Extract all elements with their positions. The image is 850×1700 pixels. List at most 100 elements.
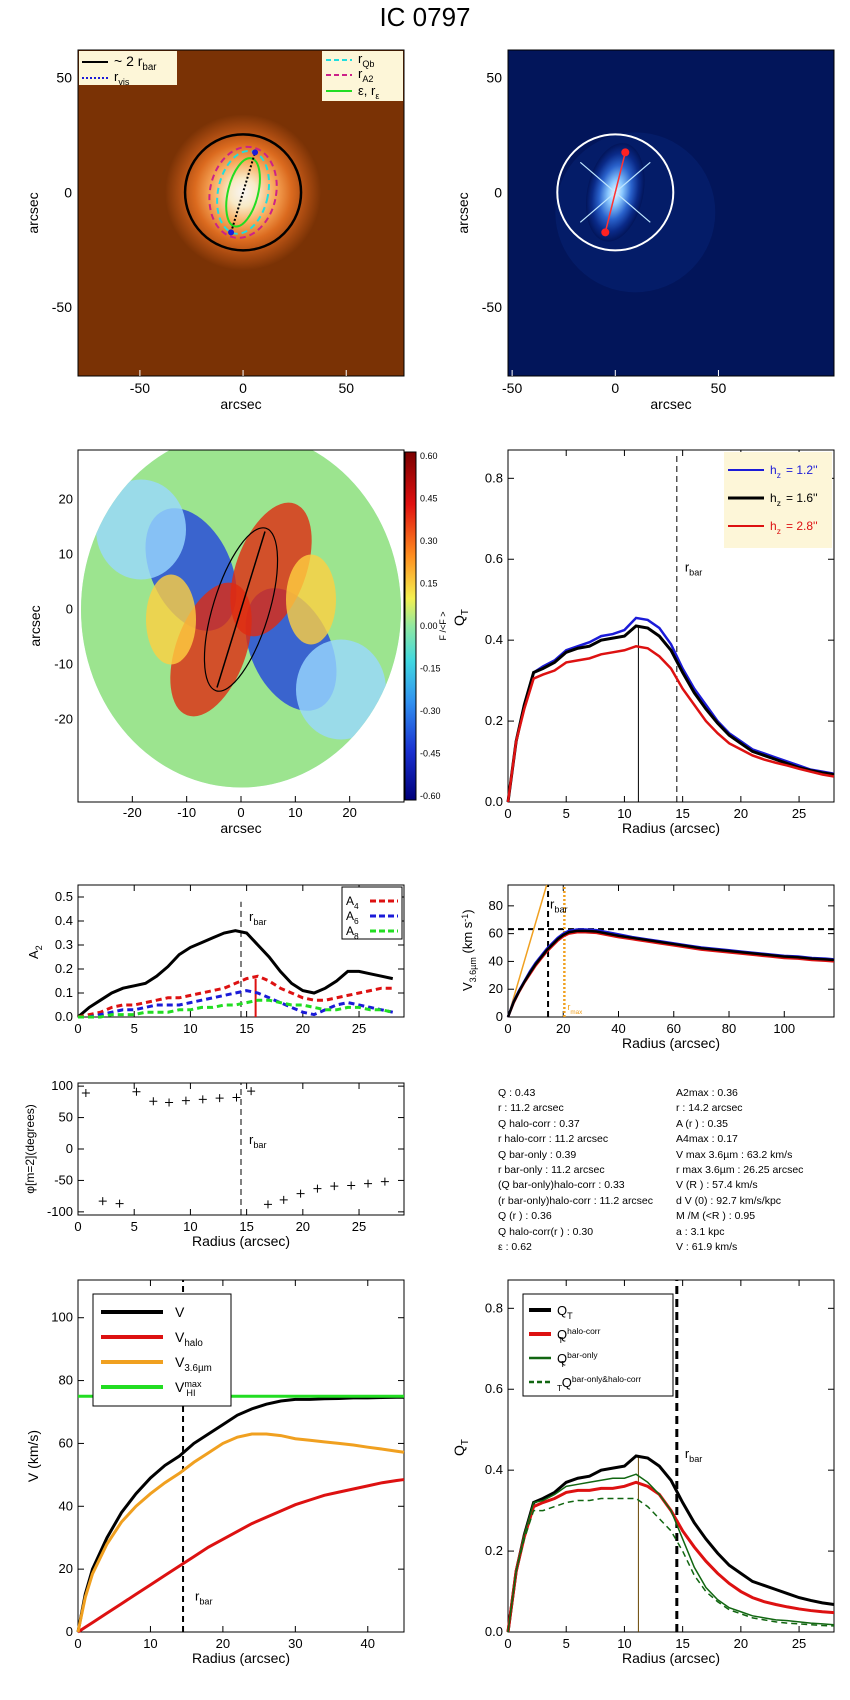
a2-legend-text: A4 — [346, 894, 359, 911]
rc-legend-text: V3.6µm — [175, 1354, 212, 1374]
legend-rqb-text: rQb — [358, 51, 374, 69]
qt_corr-axes: 0 5 10 15 20 25 0.0 0.2 0.4 0.6 0.8 Radius (arcsec) — [485, 1279, 835, 1666]
rc-series-V — [76, 1395, 404, 1633]
fm-ytick-label: 10 — [59, 547, 73, 562]
fourier-xtick-label: 15 — [239, 1021, 253, 1036]
rotcurve-xtick-label: 10 — [143, 1636, 157, 1651]
a2-series-A8 — [78, 998, 394, 1019]
colorbar-tick-label: -0.60 — [420, 791, 441, 801]
colorbar-tick-label: 0.15 — [420, 579, 438, 589]
colorbar-tick-label: -0.15 — [420, 664, 441, 674]
param-v-ropt: V (R ) : 57.4 km/s — [676, 1179, 758, 1192]
colorbar-tick-label: 0.30 — [420, 536, 438, 546]
qt_corr-ytick-label: 0.2 — [485, 1543, 503, 1558]
qt_hz-axes: 0 5 10 15 20 25 0.0 0.2 0.4 0.6 0.8 Radius (arcsec) — [485, 449, 835, 836]
v36-frame — [507, 884, 835, 1018]
v36-ytick-label: 80 — [489, 898, 503, 913]
phase-axes: 0 5 10 15 20 25 100 50 0 -50 -100 Radius (arcsec) — [47, 1078, 405, 1249]
rotcurve-frame — [77, 1279, 405, 1633]
phase-ytick-label: 0 — [66, 1141, 73, 1156]
a2-series-A2 — [77, 929, 394, 1019]
qt_corr-xtick-label: 0 — [504, 1636, 511, 1651]
qt_corr-xtick-label: 10 — [617, 1636, 631, 1651]
colorbar-tick-label: -0.45 — [420, 749, 441, 759]
forcemap-group — [81, 450, 401, 788]
a2-series-A4 — [77, 974, 393, 1019]
v36-xtick-label: 40 — [611, 1021, 625, 1036]
fourier-ytick-label: 0.4 — [55, 913, 73, 928]
ir-xtick-label: 50 — [711, 380, 727, 396]
phase-point — [198, 1095, 207, 1104]
rc-legend-text: V — [175, 1304, 185, 1320]
il-xlabel: arcsec — [220, 396, 261, 412]
phase-point — [247, 1087, 256, 1096]
qt_hz-xtick-label: 5 — [563, 806, 570, 821]
qt_corr-ytick-label: 0.8 — [485, 1300, 503, 1315]
colorbar-label: F /<F > — [438, 611, 448, 640]
qt-legend-value: = 1.6'' — [786, 491, 818, 505]
colorbar — [404, 451, 417, 801]
qc-legend-text: Qhalo-corr T — [557, 1326, 601, 1345]
fm-ytick-label: -10 — [54, 657, 73, 672]
param-qb-bar: Q bar-only : 0.39 — [498, 1148, 577, 1161]
qt_corr-xtick-label: 15 — [675, 1636, 689, 1651]
fm-ylabel: arcsec — [27, 605, 43, 646]
phase-point — [181, 1096, 190, 1105]
qt-legend-bg — [724, 452, 832, 548]
v-ylabel: V3.6µm (km s-1) — [460, 909, 478, 991]
qt_hz-ytick-label: 0.6 — [485, 551, 503, 566]
phase-ytick-label: -50 — [54, 1172, 73, 1187]
phase-ytick-label: 100 — [51, 1078, 73, 1093]
qt_corr-ytick-label: 0.0 — [485, 1624, 503, 1639]
param-eps: ε : 0.62 — [498, 1241, 532, 1254]
qc-legend-text: Qbar-only&halo-corr T — [557, 1374, 641, 1393]
rvis-line — [230, 152, 257, 233]
v36-xtick-label: 60 — [667, 1021, 681, 1036]
forcemap-lobe — [96, 479, 186, 580]
qt_corr-xlabel: Radius (arcsec) — [622, 1650, 720, 1666]
qt-legend-text: hz — [770, 491, 781, 508]
ir-xlabel: arcsec — [650, 396, 691, 412]
v-rbar-label: rbar — [550, 897, 568, 915]
phase-xtick-label: 25 — [352, 1219, 366, 1234]
eps-ellipse — [225, 157, 261, 228]
param-mhmstar: M /M (<R ) : 0.95 — [676, 1210, 756, 1223]
qt_hz-xtick-label: 25 — [792, 806, 806, 821]
qt_hz-ytick-label: 0.8 — [485, 470, 503, 485]
fourier-xtick-label: 25 — [352, 1021, 366, 1036]
qc-ylabel: QT — [451, 1439, 471, 1456]
legend-ra2-text: rA2 — [358, 66, 373, 84]
red-bar-line — [604, 152, 627, 233]
phase-point — [165, 1098, 174, 1107]
v36-xtick-label: 80 — [722, 1021, 736, 1036]
rotcurve-ytick-label: 0 — [66, 1624, 73, 1639]
legend-eps-text: ε, rε — [358, 83, 379, 101]
v-series-2 — [506, 929, 835, 1018]
legend-rvis-text: rvis — [114, 69, 130, 87]
param-qt-halo-rbar: Q halo-corr(r ) : 0.30 — [498, 1225, 594, 1238]
phase-point — [279, 1195, 288, 1204]
qt_hz-ytick-label: 0.4 — [485, 632, 503, 647]
fourier-xtick-label: 5 — [131, 1021, 138, 1036]
qt_corr-xtick-label: 20 — [734, 1636, 748, 1651]
figure-title: IC 0797 — [379, 2, 471, 32]
phase-point — [132, 1087, 141, 1096]
fourier-ytick-label: 0.0 — [55, 1009, 73, 1024]
param-rqb-bar: r bar-only : 11.2 arcsec — [498, 1164, 605, 1177]
param-qb-halo: Q halo-corr : 0.37 — [498, 1117, 580, 1130]
fourier-ytick-label: 0.2 — [55, 961, 73, 976]
qt-legend-text: hz — [770, 463, 781, 480]
qt_corr-frame — [507, 1279, 835, 1633]
forcemap-lobe — [146, 574, 196, 665]
parameter-column-left: Q : 0.43 r : 11.2 arcsec Q halo-corr : 0… — [498, 1086, 673, 1255]
qt_hz-ytick-label: 0.0 — [485, 794, 503, 809]
phase-point — [364, 1179, 373, 1188]
fourier-xtick-label: 20 — [296, 1021, 310, 1036]
il-xtick-label: 50 — [338, 380, 354, 396]
ir-xtick-label: 0 — [611, 380, 619, 396]
bar-end-top — [252, 149, 259, 156]
a2-legend-text: A6 — [346, 909, 359, 926]
param-a4max: A4max : 0.17 — [676, 1133, 738, 1146]
rotcurve-ytick-label: 20 — [59, 1561, 73, 1576]
